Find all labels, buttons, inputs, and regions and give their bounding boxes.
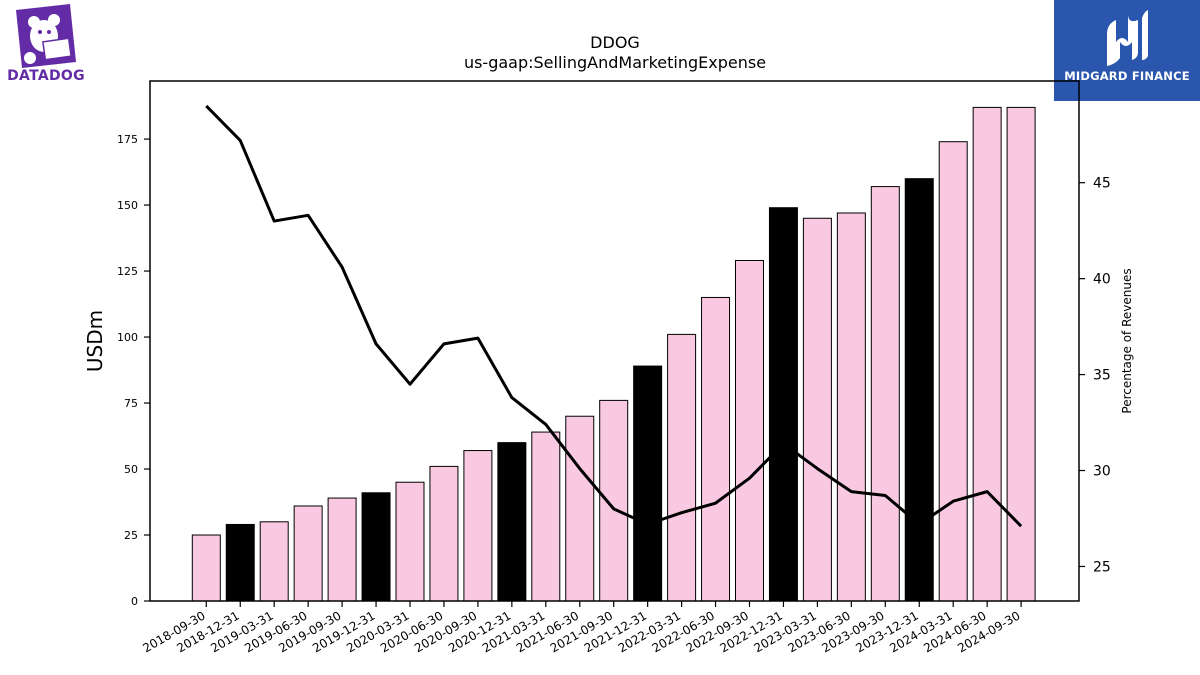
plot-frame bbox=[149, 80, 1080, 602]
chart-title: DDOG bbox=[590, 33, 640, 52]
y-tick-label: 125 bbox=[117, 265, 138, 278]
y2-axis-label: Percentage of Revenues bbox=[1120, 268, 1134, 413]
bar-2022-09-30 bbox=[735, 259, 764, 602]
bar-2023-12-31 bbox=[904, 178, 934, 602]
plot-area: 025507510012515017525303540452018-09-302… bbox=[117, 80, 1111, 655]
bar-2022-03-31 bbox=[667, 333, 697, 602]
y-tick-label: 100 bbox=[117, 331, 138, 344]
y2-tick-label: 45 bbox=[1093, 176, 1111, 192]
bar-2021-12-31 bbox=[633, 365, 663, 602]
bar-2018-09-30 bbox=[191, 534, 221, 602]
midgard-finance-logo: MIDGARD FINANCE bbox=[1054, 0, 1200, 101]
midgard-wordmark: MIDGARD FINANCE bbox=[1064, 69, 1190, 83]
bar-2021-03-31 bbox=[531, 431, 561, 602]
bar-2023-09-30 bbox=[870, 186, 900, 602]
bar-2019-06-30 bbox=[293, 505, 323, 602]
bar-2021-09-30 bbox=[599, 399, 629, 602]
bar-2019-03-31 bbox=[259, 521, 289, 602]
bar-2023-03-31 bbox=[802, 217, 832, 602]
y-tick-label: 0 bbox=[131, 595, 138, 608]
line-percentage-of-revenues bbox=[205, 104, 1023, 528]
y2-tick-label: 35 bbox=[1093, 368, 1111, 384]
bar-2023-06-30 bbox=[836, 212, 866, 602]
bar-2024-03-31 bbox=[938, 141, 968, 602]
bar-2018-12-31 bbox=[225, 523, 255, 602]
bar-2020-12-31 bbox=[497, 442, 527, 602]
bar-2020-06-30 bbox=[429, 465, 459, 602]
bar-2024-09-30 bbox=[1006, 106, 1036, 602]
bar-2024-06-30 bbox=[972, 106, 1002, 602]
datadog-dog-icon bbox=[16, 4, 76, 68]
datadog-logo: DATADOG bbox=[0, 0, 92, 92]
y-tick-label: 50 bbox=[124, 463, 138, 476]
bar-2020-03-31 bbox=[395, 481, 425, 602]
datadog-wordmark: DATADOG bbox=[7, 68, 85, 84]
bar-2019-12-31 bbox=[361, 492, 391, 602]
y-axis-label: USDm bbox=[83, 310, 107, 372]
bar-2019-09-30 bbox=[327, 497, 357, 602]
chart-subtitle: us-gaap:SellingAndMarketingExpense bbox=[464, 53, 766, 72]
bar-2021-06-30 bbox=[565, 415, 595, 602]
y-tick-label: 150 bbox=[117, 199, 138, 212]
y-tick-label: 25 bbox=[124, 529, 138, 542]
bar-2022-06-30 bbox=[701, 296, 731, 602]
bar-2020-09-30 bbox=[463, 450, 493, 602]
bar-2022-12-31 bbox=[768, 207, 798, 602]
y-tick-label: 75 bbox=[124, 397, 138, 410]
midgard-emblem-icon bbox=[1107, 10, 1148, 66]
y2-tick-label: 30 bbox=[1093, 464, 1111, 480]
y2-tick-label: 25 bbox=[1093, 559, 1111, 575]
y-tick-label: 175 bbox=[117, 133, 138, 146]
y2-tick-label: 40 bbox=[1093, 272, 1111, 288]
